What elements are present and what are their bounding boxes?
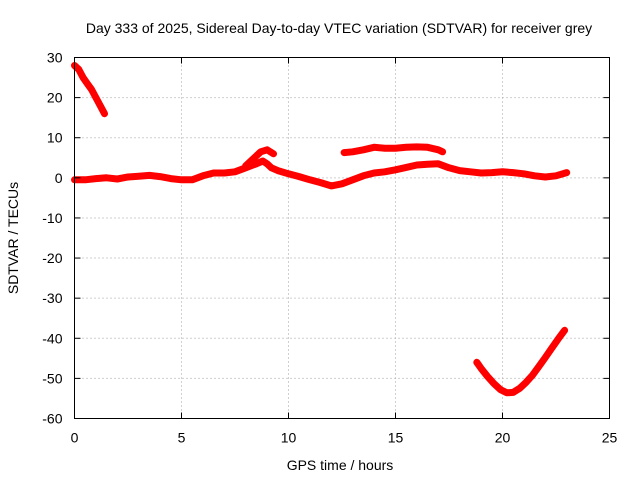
x-tick-label: 5 [178,430,186,446]
y-tick-label: -40 [42,330,62,346]
y-tick-label: 30 [47,50,63,66]
plot-frame [74,57,610,419]
series-segment-3 [242,146,277,170]
y-axis-label: SDTVAR / TECUs [5,182,21,294]
series-segment-5 [473,326,569,397]
chart-title: Day 333 of 2025, Sidereal Day-to-day VTE… [86,20,592,36]
series-segment-4 [340,143,447,157]
series-segment-1 [71,62,108,118]
series-segment-2 [71,157,571,190]
y-tick-label: -60 [42,411,62,427]
y-tick-label: 20 [47,90,63,106]
y-tick-label: -30 [42,290,62,306]
x-tick-label: 10 [281,430,297,446]
data-series [71,62,571,397]
grid [74,57,610,419]
y-tick-label: 10 [47,130,63,146]
y-tick-label: -20 [42,250,62,266]
axis-ticks: 0 5 10 15 20 25 -60 -50 -40 -30 -20 -10 0 10 20 30 [42,50,617,446]
x-axis-label: GPS time / hours [287,457,394,473]
y-tick-label: -10 [42,210,62,226]
y-tick-label: 0 [55,170,63,186]
x-tick-label: 20 [495,430,511,446]
y-tick-label: -50 [42,370,62,386]
x-tick-label: 15 [388,430,404,446]
x-tick-label: 0 [71,430,79,446]
x-tick-label: 25 [602,430,618,446]
